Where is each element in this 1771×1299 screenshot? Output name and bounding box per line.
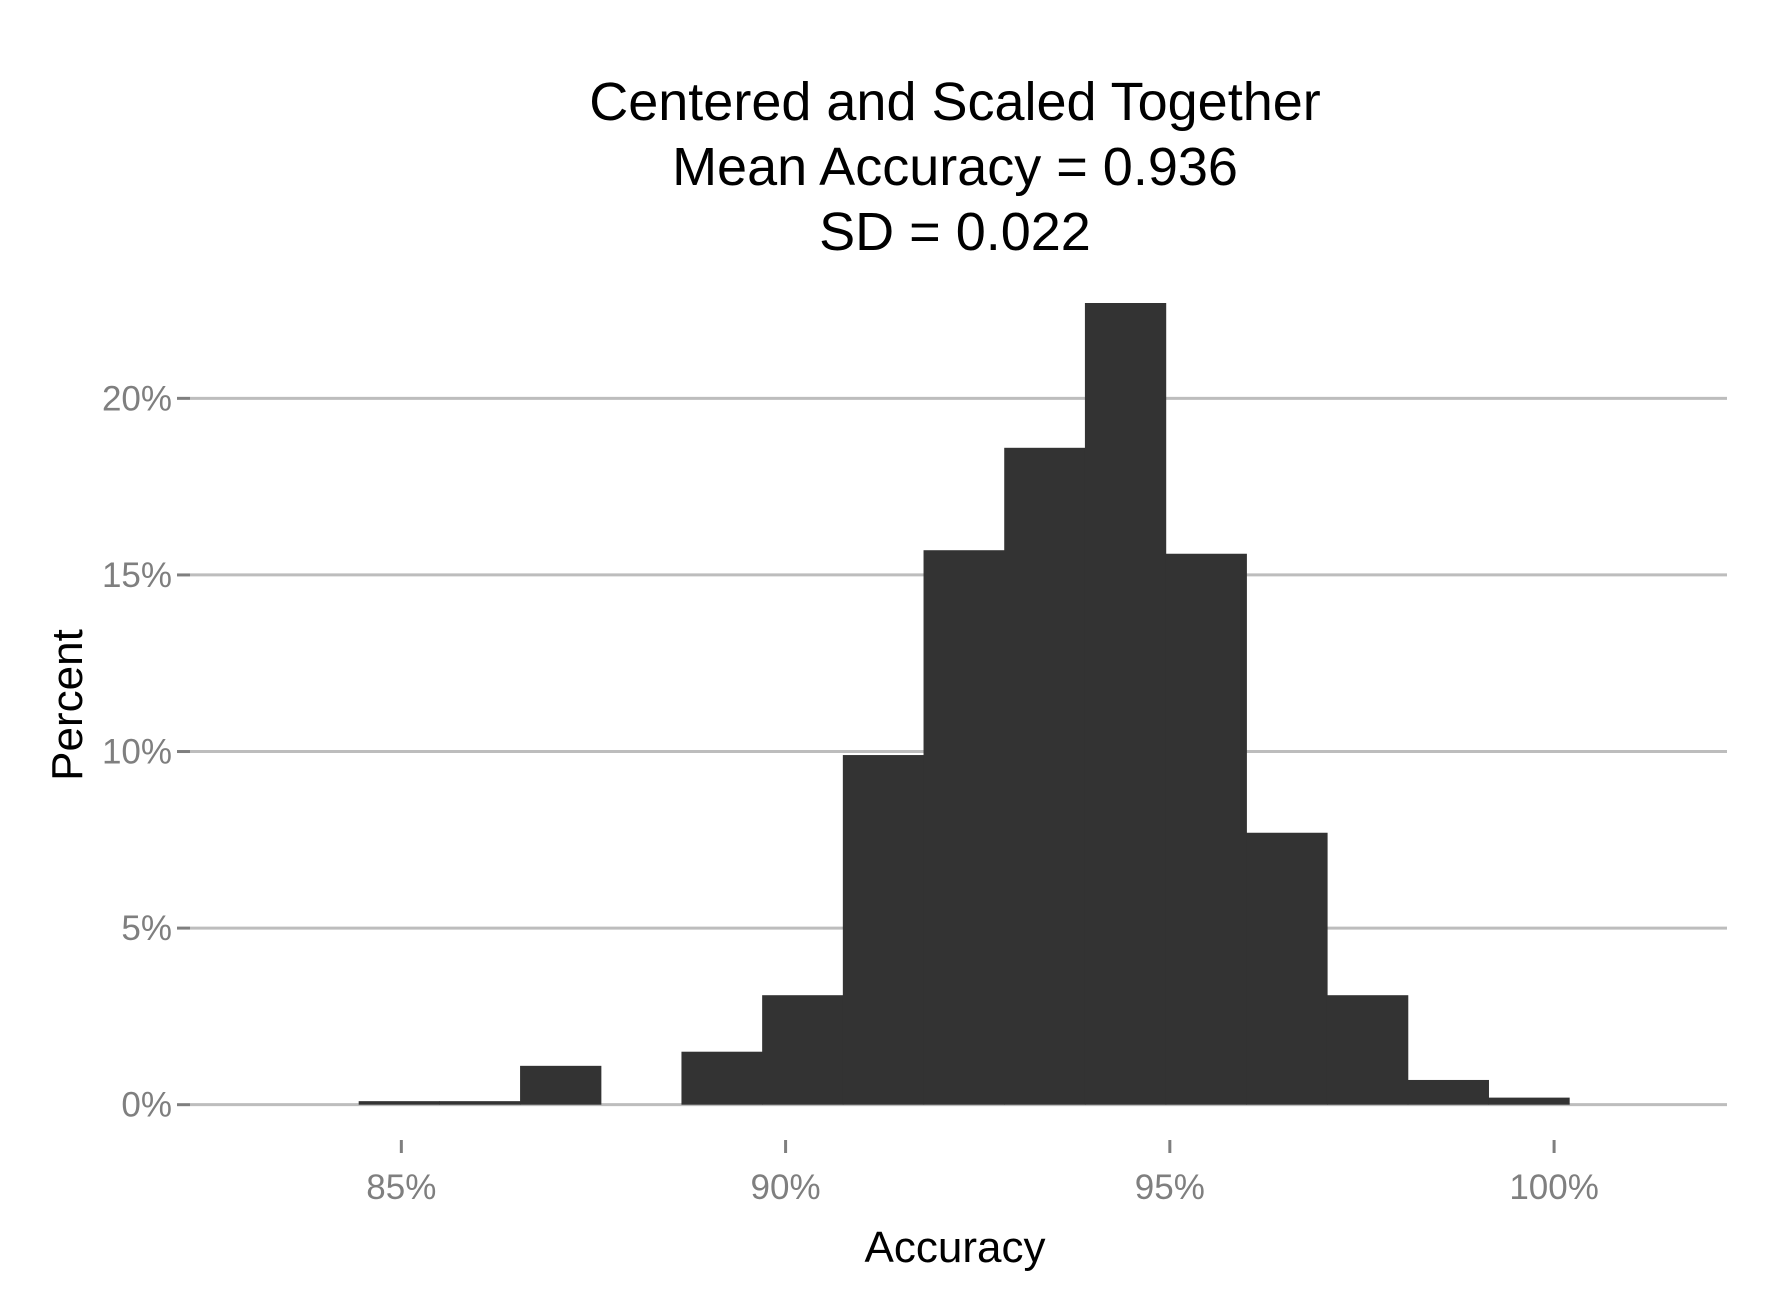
x-tick-label: 100% xyxy=(1509,1168,1599,1207)
histogram-bar xyxy=(520,1065,602,1105)
y-axis-ticks: 0% 5% 10% 15% 20% xyxy=(102,379,190,1125)
x-axis-title: Accuracy xyxy=(865,1223,1046,1272)
histogram-bar xyxy=(681,1051,763,1105)
histogram-bar xyxy=(1084,303,1167,1105)
chart-title-line-2: Mean Accuracy = 0.936 xyxy=(672,137,1238,197)
x-axis-ticks: 85% 90% 95% 100% xyxy=(366,1140,1599,1207)
histogram-bar xyxy=(842,755,925,1105)
histogram-bar xyxy=(1004,447,1086,1105)
histogram-bar xyxy=(1165,553,1247,1105)
chart-title-line-3: SD = 0.022 xyxy=(819,202,1091,262)
y-axis-title: Percent xyxy=(43,629,92,781)
chart-title: Centered and Scaled Together Mean Accura… xyxy=(589,72,1321,262)
histogram-bar xyxy=(1246,832,1328,1105)
y-tick-label: 20% xyxy=(102,379,172,418)
histogram-bar xyxy=(923,550,1005,1105)
histogram-bar xyxy=(1326,995,1409,1105)
histogram-bar xyxy=(1407,1079,1489,1105)
y-tick-label: 10% xyxy=(102,733,172,772)
y-tick-label: 15% xyxy=(102,556,172,595)
chart-title-line-1: Centered and Scaled Together xyxy=(589,72,1321,132)
x-tick-label: 95% xyxy=(1135,1168,1205,1207)
x-tick-label: 85% xyxy=(366,1168,436,1207)
histogram-bar xyxy=(439,1101,521,1105)
histogram-bars xyxy=(358,303,1570,1105)
y-tick-label: 5% xyxy=(121,909,172,948)
histogram-bar xyxy=(762,995,844,1105)
histogram-bar xyxy=(358,1101,440,1105)
histogram-bar xyxy=(1488,1097,1570,1105)
y-tick-label: 0% xyxy=(121,1086,172,1125)
x-tick-label: 90% xyxy=(751,1168,821,1207)
